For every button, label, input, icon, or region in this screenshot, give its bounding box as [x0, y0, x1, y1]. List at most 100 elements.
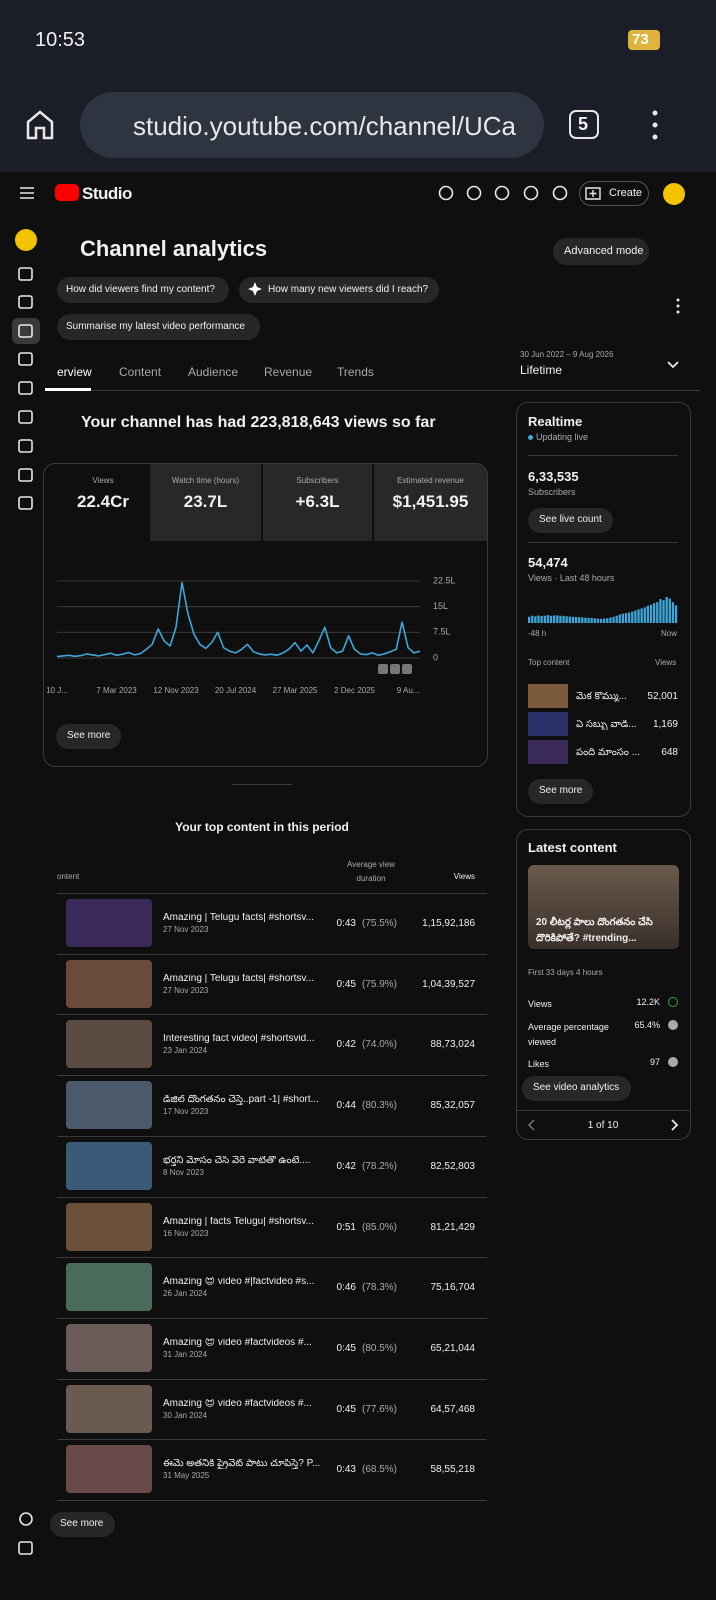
latest-thumbnail[interactable] — [528, 865, 679, 949]
metric-label[interactable]: Estimated revenue — [397, 476, 464, 485]
item-thumb[interactable] — [528, 740, 568, 764]
item-title[interactable]: మేక కొమ్ము... — [576, 692, 627, 702]
chip[interactable] — [57, 277, 229, 303]
nav-avatar[interactable] — [15, 229, 37, 251]
row-title[interactable]: ఈమె అతనికి ప్రైవేట్ పాటు చూపిస్తే? P... — [163, 1459, 321, 1470]
metric-tile[interactable] — [263, 464, 372, 541]
realtime-see-more[interactable] — [528, 779, 593, 804]
metric-value[interactable]: 23.7L — [183, 492, 228, 511]
metric-tile[interactable] — [374, 464, 487, 541]
live-count-label[interactable]: See live count — [539, 514, 602, 525]
yt-logo[interactable] — [55, 184, 79, 201]
nav-icon[interactable] — [18, 267, 33, 281]
url-text[interactable]: studio.youtube.com/channel/UCa — [133, 111, 517, 141]
metric-value[interactable]: $1,451.95 — [392, 492, 469, 511]
analytics-label[interactable]: See video analytics — [533, 1082, 620, 1093]
nav-icon[interactable] — [18, 352, 33, 366]
item-thumb[interactable] — [528, 684, 568, 708]
header-icon[interactable] — [466, 185, 482, 201]
metric-value[interactable]: +6.3L — [295, 492, 340, 511]
table-see-more[interactable] — [50, 1512, 115, 1537]
row-line — [57, 893, 487, 894]
chip[interactable] — [57, 314, 260, 340]
tab[interactable]: Content — [119, 365, 162, 379]
studio-logo[interactable]: Studio — [82, 184, 132, 203]
metric-tile[interactable] — [57, 464, 149, 541]
nav-icon[interactable] — [18, 468, 33, 482]
metric-value[interactable]: 22.4Cr — [77, 492, 129, 511]
row-thumb[interactable] — [66, 899, 152, 947]
see-more-label[interactable]: See more — [539, 785, 583, 796]
row-thumb[interactable] — [66, 1445, 152, 1494]
row-thumb[interactable] — [66, 959, 152, 1008]
item-thumb[interactable] — [528, 712, 568, 736]
tab-count[interactable]: 5 — [578, 114, 589, 134]
date-range[interactable]: 30 Jun 2022 – 9 Aug 2026 — [520, 350, 614, 359]
row-thumb[interactable] — [66, 1141, 152, 1190]
analytics-button[interactable] — [522, 1076, 631, 1101]
header-icon[interactable] — [494, 185, 510, 201]
row-title[interactable]: Amazing 😍 video #|factvideo #s... — [163, 1277, 315, 1288]
metric-label[interactable]: Subscribers — [296, 476, 339, 485]
metric-tile[interactable] — [150, 464, 261, 541]
create-label[interactable]: Create — [609, 187, 643, 199]
nav-icon[interactable] — [18, 496, 33, 510]
row-thumb[interactable] — [66, 1323, 152, 1372]
live-count-button[interactable] — [528, 508, 613, 533]
nav-icon[interactable] — [18, 381, 33, 395]
header-icon[interactable] — [552, 185, 568, 201]
row-title[interactable]: Amazing 😍 video #factvideos #... — [163, 1337, 312, 1348]
row-thumb[interactable] — [66, 1081, 152, 1130]
see-more-label[interactable]: See more — [67, 730, 111, 741]
nav-icon[interactable] — [18, 410, 33, 424]
hamburger[interactable] — [20, 187, 34, 199]
item-title[interactable]: పంది మాంసం ... — [576, 748, 640, 758]
tab[interactable]: erview — [57, 365, 92, 379]
row-title[interactable]: Amazing | Telugu facts| #shortsv... — [163, 973, 315, 984]
feedback-icon[interactable] — [18, 1541, 33, 1555]
tab[interactable]: Trends — [337, 365, 374, 379]
advanced-label[interactable]: Advanced mode — [564, 245, 644, 257]
tab-count-box[interactable] — [569, 110, 599, 139]
row-title[interactable]: Amazing 😍 video #factvideos #... — [163, 1398, 312, 1409]
battery-level: 73 — [632, 31, 649, 48]
nav-icon[interactable] — [18, 295, 33, 309]
chevron[interactable] — [667, 361, 679, 369]
row-title[interactable]: Amazing | Telugu facts| #shortsv... — [163, 913, 315, 923]
row-title[interactable]: Interesting fact video| #shortsvid... — [163, 1034, 315, 1045]
nav-icon[interactable] — [18, 439, 33, 453]
advanced-button[interactable] — [553, 238, 649, 265]
row-title[interactable]: భర్తని మోసం చేసి వేరే వాటితో ఉంటే.... — [163, 1155, 311, 1166]
row-percent: (78.2%) — [362, 1160, 398, 1172]
row-thumb[interactable] — [66, 1202, 152, 1251]
row-thumb[interactable] — [66, 1020, 152, 1069]
chip[interactable] — [239, 277, 439, 303]
avatar[interactable] — [663, 183, 685, 205]
row-date: 31 May 2025 — [163, 1471, 210, 1481]
top-content-title: Your top content in this period — [175, 820, 349, 834]
tab[interactable]: Revenue — [264, 365, 313, 379]
header-icon[interactable] — [523, 185, 539, 201]
row-title[interactable]: Amazing | facts Telugu| #shortsv... — [163, 1216, 315, 1227]
metric-label[interactable]: Watch time (hours) — [171, 476, 240, 485]
settings-icon[interactable] — [19, 1512, 33, 1526]
period[interactable]: Lifetime — [520, 363, 563, 377]
chip-label[interactable]: How did viewers find my content? — [66, 284, 215, 295]
item-title[interactable]: ఏ సబ్బు వాడి... — [576, 720, 637, 730]
chip-label[interactable]: How many new viewers did I reach? — [268, 284, 429, 295]
metric-label[interactable]: Views — [92, 476, 114, 485]
latest-video-title[interactable]: 20 లీటర్ల పాలు దొంగతనం చేసి దొరికిపోతే? … — [536, 917, 653, 944]
row-thumb[interactable] — [66, 1263, 152, 1312]
create-button[interactable] — [579, 181, 649, 206]
row-thumb[interactable] — [66, 1384, 152, 1433]
tab[interactable]: Audience — [188, 365, 239, 379]
chip-label[interactable]: Summarise my latest video performance — [66, 321, 245, 332]
row-title[interactable]: డీజిల్ దొంగతనం చేస్తే..part -1| #short..… — [163, 1095, 319, 1106]
see-more[interactable] — [56, 724, 121, 749]
see-more-label[interactable]: See more — [60, 1518, 104, 1529]
live-status: Updating live — [536, 432, 589, 442]
url-bar[interactable] — [80, 92, 544, 158]
row-duration: 0:45 — [336, 978, 356, 990]
header-icon[interactable] — [438, 185, 454, 201]
